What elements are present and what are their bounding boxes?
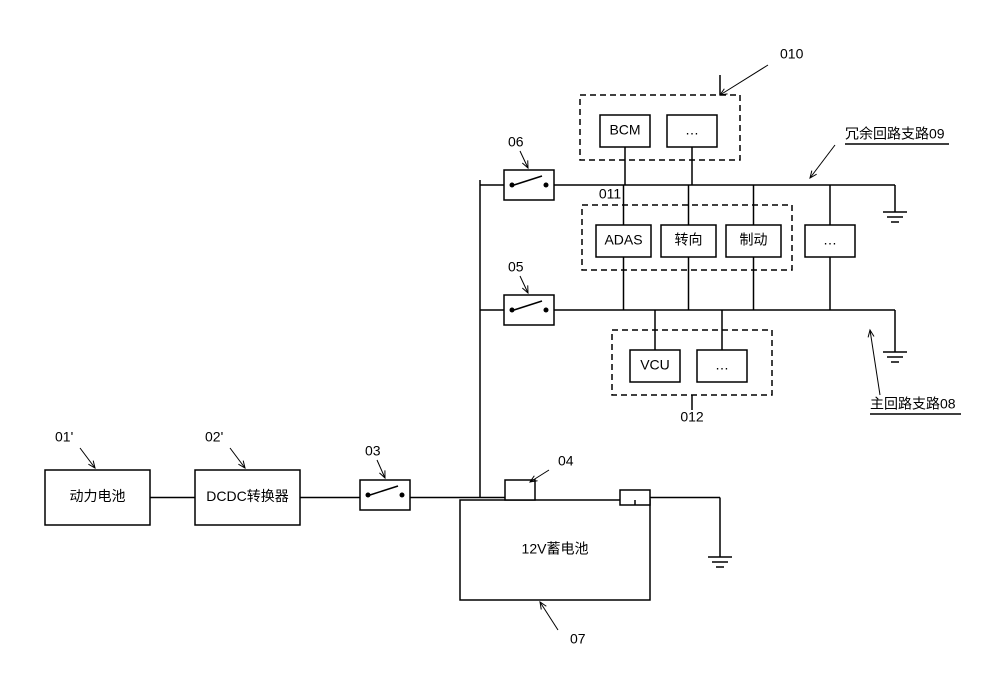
- callout-c011-text: 011: [599, 186, 622, 202]
- callout-c05-text: 05: [508, 259, 524, 275]
- switch-s03-term-r: [400, 493, 405, 498]
- switch-s03-term-l: [366, 493, 371, 498]
- callout-c03-text: 03: [365, 443, 381, 459]
- callout-c05-leader: [520, 276, 528, 293]
- callout-c09-leader: [810, 145, 835, 178]
- callout-c02-text: 02': [205, 429, 223, 445]
- switch-s06-term-r: [544, 183, 549, 188]
- callout-c010-text: 010: [780, 46, 804, 62]
- callout-c012-text: 012: [680, 409, 704, 425]
- callout-c04-text: 04: [558, 453, 574, 469]
- callout-c07-text: 07: [570, 631, 586, 647]
- callout-c02-leader: [230, 448, 245, 468]
- block-power_battery-label: 动力电池: [70, 488, 126, 504]
- block-mid_dots-label: …: [823, 232, 837, 248]
- switch-s06-term-l: [510, 183, 515, 188]
- block-adas-label: ADAS: [604, 232, 642, 248]
- callout-c04-leader: [530, 470, 549, 482]
- callout-c08-leader: [870, 330, 880, 395]
- callout-c03-leader: [377, 460, 385, 478]
- switch-s05-term-r: [544, 308, 549, 313]
- callout-c07-leader: [540, 602, 558, 630]
- block-vcu-label: VCU: [640, 357, 670, 373]
- block-bcm_dots-label: …: [685, 122, 699, 138]
- block-brake-label: 制动: [740, 232, 768, 248]
- block-steer-label: 转向: [675, 232, 703, 248]
- callout-c09-text: 冗余回路支路09: [845, 126, 945, 142]
- block-vcu_dots-label: …: [715, 357, 729, 373]
- switch-s05-term-l: [510, 308, 515, 313]
- callout-c01-leader: [80, 448, 95, 468]
- callout-c010-leader: [720, 65, 768, 95]
- callout-c08-text: 主回路支路08: [870, 396, 956, 412]
- callout-c06-leader: [520, 151, 528, 168]
- block-dcdc-label: DCDC转换器: [206, 488, 288, 504]
- block-bcm-label: BCM: [609, 122, 640, 138]
- callout-c06-text: 06: [508, 134, 524, 150]
- block-battery_12v-label: 12V蓄电池: [522, 541, 589, 557]
- callout-c01-text: 01': [55, 429, 73, 445]
- switch-s04: [505, 480, 535, 500]
